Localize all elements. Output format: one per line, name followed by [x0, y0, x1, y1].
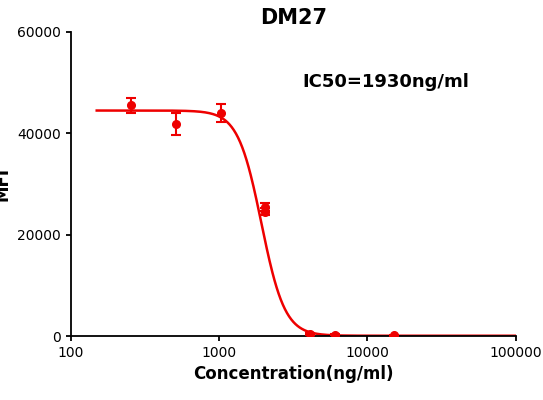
Text: IC50=1930ng/ml: IC50=1930ng/ml: [302, 73, 469, 91]
Y-axis label: MFI: MFI: [0, 167, 11, 201]
X-axis label: Concentration(ng/ml): Concentration(ng/ml): [193, 365, 394, 383]
Title: DM27: DM27: [260, 8, 327, 28]
